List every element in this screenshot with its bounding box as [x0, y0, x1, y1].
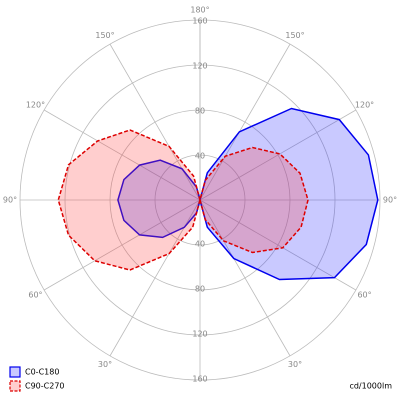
angle-label: 150°	[285, 31, 304, 40]
spoke	[199, 109, 357, 201]
r-tick-label: 160	[192, 17, 207, 26]
legend-swatch	[9, 366, 21, 378]
unit-label: cd/1000lm	[349, 382, 392, 391]
r-tick-label: 160	[192, 375, 207, 384]
angle-label: 120°	[355, 101, 374, 110]
angle-label: 90°	[3, 196, 17, 205]
intensity-curve	[57, 129, 201, 271]
spoke	[43, 199, 201, 291]
r-tick-label: 80	[195, 285, 205, 294]
spoke	[199, 43, 291, 201]
legend-label: C0-C180	[25, 368, 59, 377]
r-tick-label: 80	[195, 107, 205, 116]
angle-label: 150°	[95, 31, 114, 40]
r-tick-label: 40	[195, 240, 205, 249]
angle-label: 90°	[383, 196, 397, 205]
angle-label: 60°	[357, 291, 371, 300]
intensity-curve	[199, 146, 309, 254]
legend-label: C90-C270	[25, 382, 65, 391]
spoke	[43, 109, 201, 201]
intensity-curve	[199, 107, 379, 281]
r-tick-label: 120	[192, 330, 207, 339]
angle-label: 180°	[190, 6, 209, 15]
r-tick-label: 120	[192, 62, 207, 71]
angle-label: 120°	[26, 101, 45, 110]
angle-label: 30°	[288, 360, 302, 369]
angle-label: 30°	[98, 360, 112, 369]
spoke	[109, 43, 201, 201]
intensity-curve	[117, 159, 201, 239]
r-tick-label: 40	[195, 152, 205, 161]
legend-swatch	[9, 380, 21, 392]
spoke	[199, 199, 291, 357]
angle-label: 60°	[28, 291, 42, 300]
spoke	[199, 199, 357, 291]
